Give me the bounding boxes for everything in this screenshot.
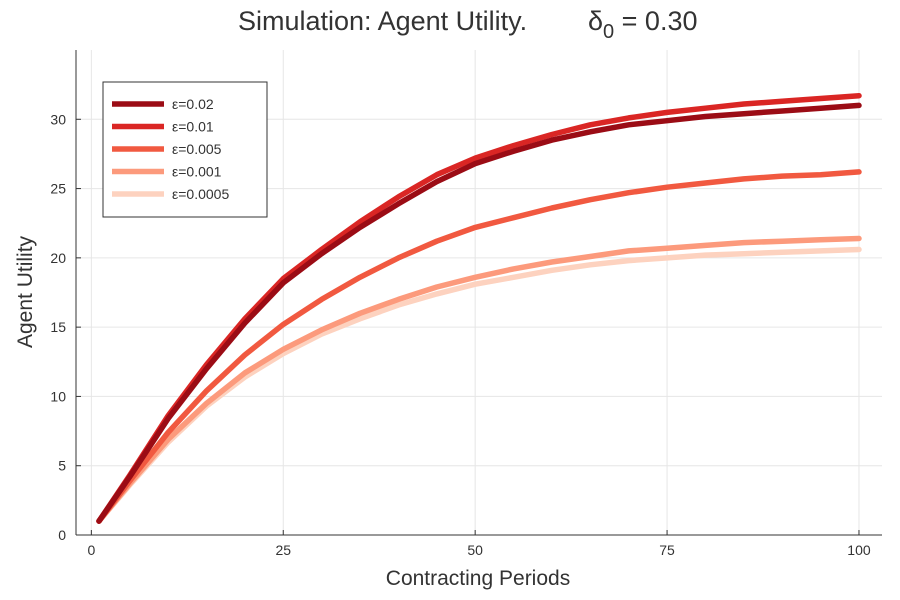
- legend-label-3: ε=0.001: [172, 164, 222, 180]
- chart-title-math: δ0 = 0.30: [588, 6, 697, 43]
- x-axis-label: Contracting Periods: [386, 567, 570, 590]
- x-tick-label: 100: [847, 542, 871, 558]
- legend: ε=0.02 ε=0.01 ε=0.005 ε=0.001 ε=0.0005: [102, 81, 268, 218]
- x-tick-label: 75: [659, 542, 675, 558]
- chart-title-math-symbol: δ: [588, 6, 603, 36]
- x-tick-label: 50: [467, 542, 483, 558]
- y-tick-label: 0: [58, 527, 66, 543]
- x-tick-label: 25: [275, 542, 291, 558]
- chart-title-math-rest: = 0.30: [614, 6, 697, 36]
- axes: [75, 50, 882, 536]
- series-line-0: [96, 102, 862, 524]
- chart-title: Simulation: Agent Utility.: [238, 6, 527, 36]
- x-tick-label: 0: [87, 542, 95, 558]
- y-tick-label: 5: [58, 458, 66, 474]
- y-tick-label: 25: [50, 181, 66, 197]
- legend-label-1: ε=0.01: [172, 119, 214, 135]
- series-line-2: [96, 169, 862, 524]
- legend-label-4: ε=0.0005: [172, 186, 229, 202]
- series-line-3: [96, 235, 862, 524]
- y-tick-label: 15: [50, 319, 66, 335]
- y-tick-label: 10: [50, 388, 66, 404]
- y-tick-label: 30: [50, 111, 66, 127]
- y-tick-label: 20: [50, 250, 66, 266]
- series-lines: [96, 92, 862, 524]
- y-axis-label: Agent Utility: [14, 235, 37, 348]
- chart-title-group: Simulation: Agent Utility. δ0 = 0.30: [238, 6, 697, 43]
- legend-label-0: ε=0.02: [172, 96, 214, 112]
- legend-label-2: ε=0.005: [172, 141, 222, 157]
- x-ticks: 0 25 50 75 100: [87, 530, 871, 558]
- y-ticks: 0 5 10 15 20 25 30: [50, 111, 81, 543]
- chart-title-math-subscript: 0: [603, 21, 614, 43]
